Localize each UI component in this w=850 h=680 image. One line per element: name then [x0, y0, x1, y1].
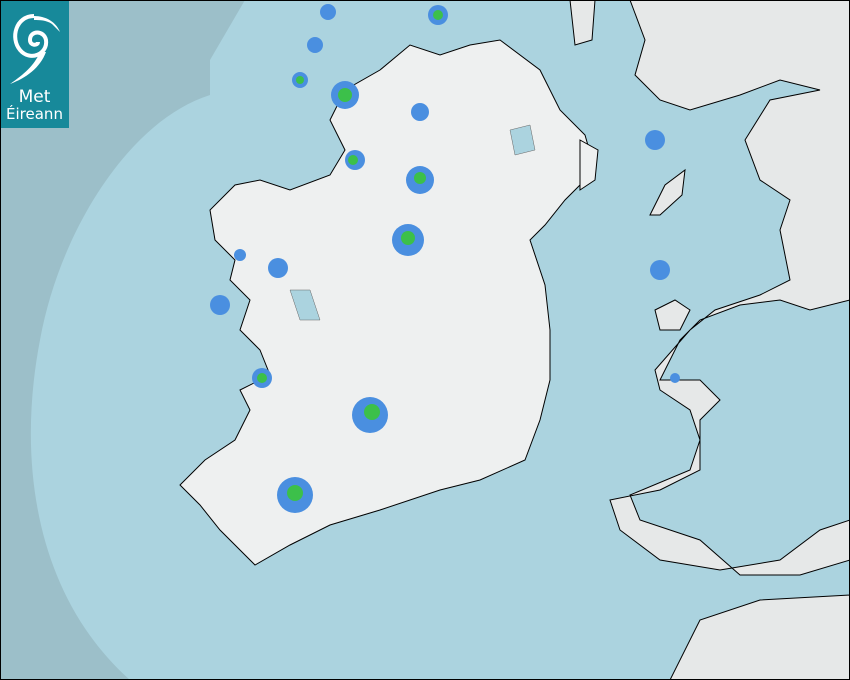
ireland [179, 39, 599, 566]
logo-text-eireann: Éireann [6, 105, 63, 123]
spiral-logo-icon [10, 14, 60, 84]
great-britain [569, 0, 850, 680]
lakes [289, 124, 536, 321]
logo-text-met: Met [18, 87, 51, 107]
met-eireann-logo: Met Éireann [0, 0, 69, 128]
rain-echoes [210, 4, 680, 513]
